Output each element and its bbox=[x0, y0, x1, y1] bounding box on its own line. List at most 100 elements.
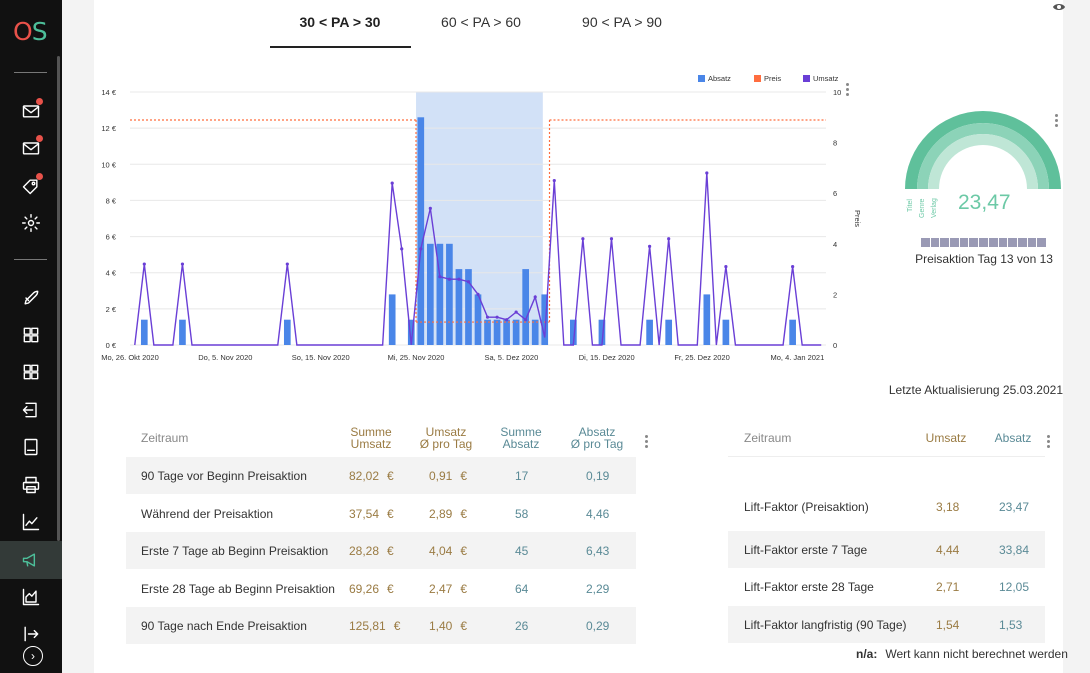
row-label: 90 Tage vor Beginn Preisaktion bbox=[141, 469, 307, 483]
umsatz-point bbox=[447, 277, 451, 281]
table-menu-button[interactable] bbox=[639, 430, 653, 452]
column-header-zeitraum[interactable]: Zeitraum bbox=[141, 431, 189, 445]
y-left-tick-label: 8 € bbox=[106, 196, 117, 205]
last-update-text: Letzte Aktualisierung 25.03.2021 bbox=[888, 383, 1063, 397]
row-label: Während der Preisaktion bbox=[141, 506, 274, 521]
table-row[interactable]: Lift-Faktor erste 28 Tage 2,71 12,05 bbox=[728, 568, 1045, 605]
row-label: Lift-Faktor langfristig (90 Tage) bbox=[744, 618, 907, 632]
grid-icon[interactable] bbox=[19, 323, 43, 347]
column-header-summe-umsatz[interactable]: Summe Umsatz bbox=[350, 425, 392, 451]
notification-badge bbox=[36, 173, 43, 180]
y-right-tick-label: 10 bbox=[833, 88, 841, 97]
legend-label: Preis bbox=[764, 74, 781, 83]
eye-icon[interactable] bbox=[1052, 2, 1066, 12]
table-row[interactable]: Lift-Faktor erste 7 Tage 4,44 33,84 bbox=[728, 531, 1045, 568]
table-menu-button[interactable] bbox=[1041, 430, 1055, 452]
lift-absatz: 1,53 bbox=[999, 618, 1023, 632]
tab-90[interactable]: 90 < PA > 90 bbox=[582, 14, 662, 30]
document-icon[interactable] bbox=[19, 435, 43, 459]
umsatz-point bbox=[648, 244, 652, 248]
gauge-value: 23,47 bbox=[958, 191, 1011, 214]
absatz-bar bbox=[140, 319, 148, 345]
summe-absatz: 26 bbox=[515, 619, 529, 633]
absatz-bar bbox=[570, 319, 577, 345]
column-header-absatz[interactable]: Absatz bbox=[994, 431, 1032, 445]
area-chart-icon[interactable] bbox=[19, 585, 43, 609]
lift-gauge bbox=[905, 111, 1061, 189]
progress-segment bbox=[969, 238, 979, 247]
gear-icon[interactable] bbox=[19, 211, 43, 235]
gauge-label-genre: Genre bbox=[919, 198, 926, 218]
header-divider bbox=[728, 456, 1045, 457]
lift-umsatz: 2,71 bbox=[936, 580, 960, 594]
sidebar-divider bbox=[14, 72, 47, 73]
umsatz-point bbox=[505, 318, 509, 322]
export-icon[interactable] bbox=[19, 622, 43, 646]
mail-icon[interactable] bbox=[19, 135, 43, 160]
tab-30[interactable]: 30 < PA > 30 bbox=[299, 14, 381, 30]
printer-icon[interactable] bbox=[19, 473, 43, 497]
legend-swatch bbox=[803, 75, 810, 82]
lift-umsatz: 1,54 bbox=[936, 618, 960, 632]
x-tick-label: So, 15. Nov 2020 bbox=[292, 353, 350, 362]
progress-segment bbox=[1027, 238, 1037, 247]
line-chart-icon[interactable] bbox=[19, 510, 43, 534]
y-right-tick-label: 0 bbox=[833, 341, 837, 350]
umsatz-point bbox=[285, 262, 289, 266]
column-header-absatz-tag[interactable]: Absatz Ø pro Tag bbox=[570, 425, 624, 451]
table-row[interactable]: Erste 7 Tage ab Beginn Preisaktion 28,28 €… bbox=[126, 532, 636, 569]
table-row[interactable]: Lift-Faktor (Preisaktion) 3,18 23,47 bbox=[728, 488, 1045, 525]
summe-umsatz: 28,28 € bbox=[349, 544, 394, 558]
megaphone-icon[interactable] bbox=[19, 548, 43, 572]
chevron-right-icon[interactable]: › bbox=[23, 646, 43, 666]
y-right-tick-label: 4 bbox=[833, 240, 837, 249]
x-tick-label: Mo, 26. Okt 2020 bbox=[101, 353, 159, 362]
absatz-pro-tag: 0,19 bbox=[586, 469, 610, 483]
tag-icon[interactable] bbox=[19, 173, 43, 198]
gauge-label-titel: Titel bbox=[907, 199, 914, 212]
absatz-bar bbox=[446, 243, 453, 345]
lift-umsatz: 4,44 bbox=[936, 543, 960, 557]
gauge-menu-button[interactable] bbox=[1049, 109, 1063, 131]
column-header-summe-absatz[interactable]: Summe Absatz bbox=[500, 425, 542, 451]
table-row[interactable]: 90 Tage nach Ende Preisaktion 125,81 € 1,40… bbox=[126, 607, 636, 644]
app-logo[interactable]: OS bbox=[13, 17, 48, 46]
table-row[interactable]: Erste 28 Tage ab Beginn Preisaktion 69,26… bbox=[126, 570, 636, 607]
gauge-ring-inner bbox=[928, 134, 1038, 189]
umsatz-point bbox=[466, 280, 471, 284]
absatz-bar bbox=[598, 319, 606, 345]
table-row[interactable]: Lift-Faktor langfristig (90 Tage) 1,54 1,5… bbox=[728, 606, 1045, 643]
grid-icon[interactable] bbox=[19, 360, 43, 384]
tab-60[interactable]: 60 < PA > 60 bbox=[441, 14, 521, 30]
gauge-ring-middle bbox=[917, 123, 1049, 189]
login-icon[interactable] bbox=[19, 398, 43, 422]
absatz-bar bbox=[789, 319, 796, 345]
progress-segment bbox=[930, 238, 940, 247]
umsatz-point bbox=[438, 275, 442, 279]
campaign-progress-label: Preisaktion Tag 13 von 13 bbox=[915, 252, 1053, 266]
umsatz-pro-tag: 2,89 € bbox=[429, 506, 468, 521]
gauge-label-verlag: Verlag bbox=[931, 198, 938, 218]
legend-label: Absatz bbox=[708, 74, 731, 83]
table-row[interactable]: Während der Preisaktion 37,54 € 2,89 € 58 4,46 bbox=[126, 495, 636, 532]
mail-icon[interactable] bbox=[19, 98, 43, 123]
table-row[interactable]: 90 Tage vor Beginn Preisaktion 82,02 € 0,91… bbox=[126, 457, 636, 494]
absatz-bar bbox=[484, 319, 491, 345]
chart-menu-button[interactable] bbox=[840, 78, 854, 100]
progress-segment bbox=[950, 238, 959, 247]
umsatz-point bbox=[142, 262, 146, 266]
absatz-bar bbox=[512, 319, 520, 345]
lift-absatz: 12,05 bbox=[999, 580, 1030, 594]
row-label: Erste 28 Tage ab Beginn Preisaktion bbox=[141, 581, 335, 596]
umsatz-point bbox=[724, 264, 728, 269]
umsatz-point bbox=[609, 237, 614, 241]
column-header-umsatz[interactable]: Umsatz bbox=[925, 431, 967, 445]
column-header-umsatz-tag[interactable]: Umsatz Ø pro Tag bbox=[419, 425, 473, 451]
column-header-zeitraum[interactable]: Zeitraum bbox=[744, 431, 792, 445]
umsatz-point bbox=[457, 277, 461, 281]
umsatz-point bbox=[419, 247, 423, 251]
umsatz-point bbox=[180, 262, 185, 266]
progress-segment bbox=[998, 238, 1008, 247]
sidebar-scrollbar[interactable] bbox=[57, 56, 60, 541]
rocket-icon[interactable] bbox=[19, 286, 43, 310]
